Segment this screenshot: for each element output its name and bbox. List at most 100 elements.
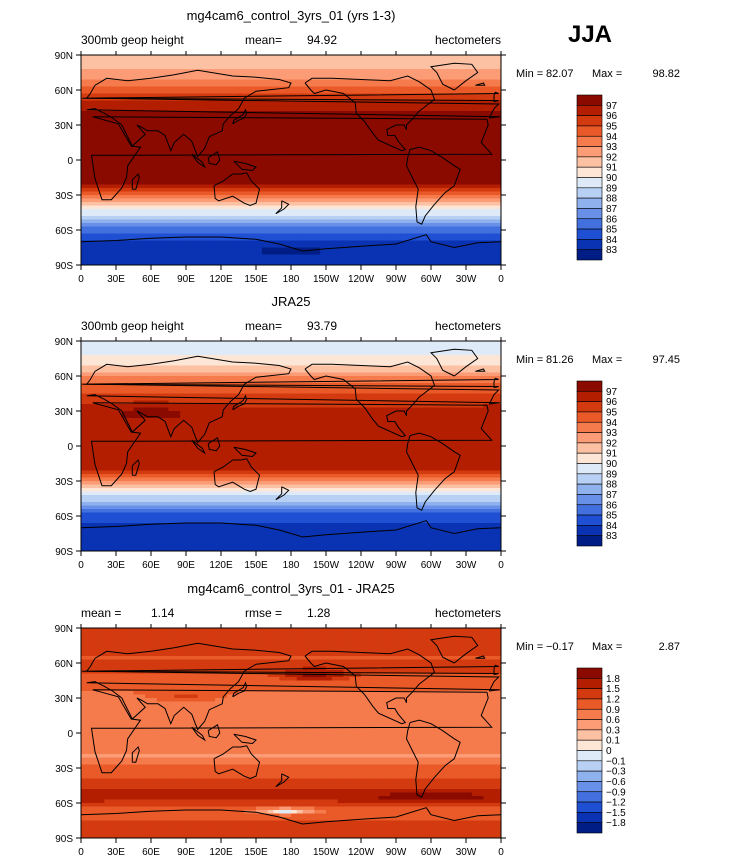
max-label: Max = [592,354,622,366]
colorbar-swatch [576,208,603,220]
lat-label: 30N [55,407,73,418]
colorbar-swatch [576,688,603,700]
panel-left-text: 300mb geop height [81,319,184,333]
coastline-5 [213,172,261,207]
colorbar-label: 1.2 [606,694,620,705]
colorbar-swatch [576,135,603,147]
lon-label: 120W [348,560,375,571]
lon-label: 60E [142,560,160,571]
colorbar-label: 93 [606,428,618,439]
lat-label: 60N [55,372,73,383]
colorbar-label: −0.1 [606,756,626,767]
units-label: hectometers [435,33,501,47]
lon-label: 0 [498,847,504,858]
lat-label: 90N [55,337,73,348]
colorbar-label: 97 [606,387,618,398]
lon-label: 150W [313,274,340,285]
colorbar-label: 1.8 [606,674,620,685]
max-label: Max = [592,68,622,80]
coastlines [81,635,501,825]
coastline-6 [81,520,501,538]
lon-label: 60W [421,274,442,285]
colorbar-swatch [576,822,603,834]
lon-label: 30E [107,847,125,858]
lon-label: 0 [78,560,84,571]
lat-label: 0 [67,729,73,740]
lat-label: 30S [55,764,73,775]
colorbar-label: 84 [606,521,618,532]
coastline-1 [85,642,500,731]
colorbar-label: 97 [606,101,618,112]
colorbar-label: 95 [606,121,618,132]
colorbar-swatch [576,812,603,823]
lon-label: 0 [498,560,504,571]
max-value: 97.45 [652,354,680,366]
lat-label: 0 [67,442,73,453]
colorbar-swatch [576,187,603,199]
lon-label: 30E [107,274,125,285]
lon-label: 60E [142,847,160,858]
lon-label: 120E [209,847,233,858]
colorbar-label: −1.8 [606,818,626,829]
colorbar-swatch [576,380,603,392]
lat-label: 90N [55,51,73,62]
colorbar-label: 90 [606,173,618,184]
coastline-8 [207,151,221,166]
colorbar-swatch [576,791,603,803]
lon-label: 90E [177,847,195,858]
colorbar-label: 89 [606,469,618,480]
lat-label: 60S [55,799,73,810]
lon-label: 150E [244,847,268,858]
units-label: hectometers [435,606,501,620]
coastline-9 [191,726,207,742]
center-value: 94.92 [307,33,337,47]
colorbar-label: 86 [606,500,618,511]
colorbar-label: 94 [606,418,618,429]
coastline-13 [82,664,499,676]
colorbar-swatch [576,115,603,127]
coastline-7 [131,173,140,190]
colorbar-swatch [576,667,603,679]
coastline-0 [90,116,493,201]
colorbar-swatch [576,760,603,772]
lon-label: 90W [386,560,407,571]
colorbar-label: 83 [606,531,618,542]
colorbar-label: 96 [606,397,618,408]
colorbar: 1.81.51.20.90.60.30.10−0.1−0.3−0.6−0.9−1… [576,667,626,834]
coastline-8 [207,724,221,739]
colorbar-swatch [576,463,603,475]
colorbar-swatch [576,401,603,413]
coastline-3 [405,719,461,798]
colorbar-label: 90 [606,459,618,470]
lon-label: 90W [386,847,407,858]
coastline-7 [131,746,140,763]
colorbar-swatch [576,94,603,106]
lat-label: 90S [55,834,73,845]
lat-label: 30S [55,191,73,202]
colorbar-label: 88 [606,480,618,491]
lat-label: 60S [55,512,73,523]
colorbar-swatch [576,729,603,741]
lat-label: 30N [55,121,73,132]
colorbar-swatch [576,514,603,526]
colorbar-swatch [576,708,603,720]
min-value: 81.26 [546,354,574,366]
coastline-2 [304,648,436,725]
lon-label: 120W [348,847,375,858]
lon-label: 120E [209,560,233,571]
units-label: hectometers [435,319,501,333]
coastline-8 [207,437,221,452]
coastline-5 [213,458,261,493]
colorbar-label: 0.3 [606,725,620,736]
colorbar-label: 0 [606,746,612,757]
colorbar-swatch [576,525,603,536]
coastline-1 [85,69,500,158]
max-value: 2.87 [659,641,680,653]
filled-contours [81,55,501,265]
colorbar-swatch [576,483,603,495]
colorbar-label: 0.1 [606,736,620,747]
coastline-2 [304,361,436,438]
colorbar-swatch [576,239,603,250]
lat-label: 60S [55,226,73,237]
